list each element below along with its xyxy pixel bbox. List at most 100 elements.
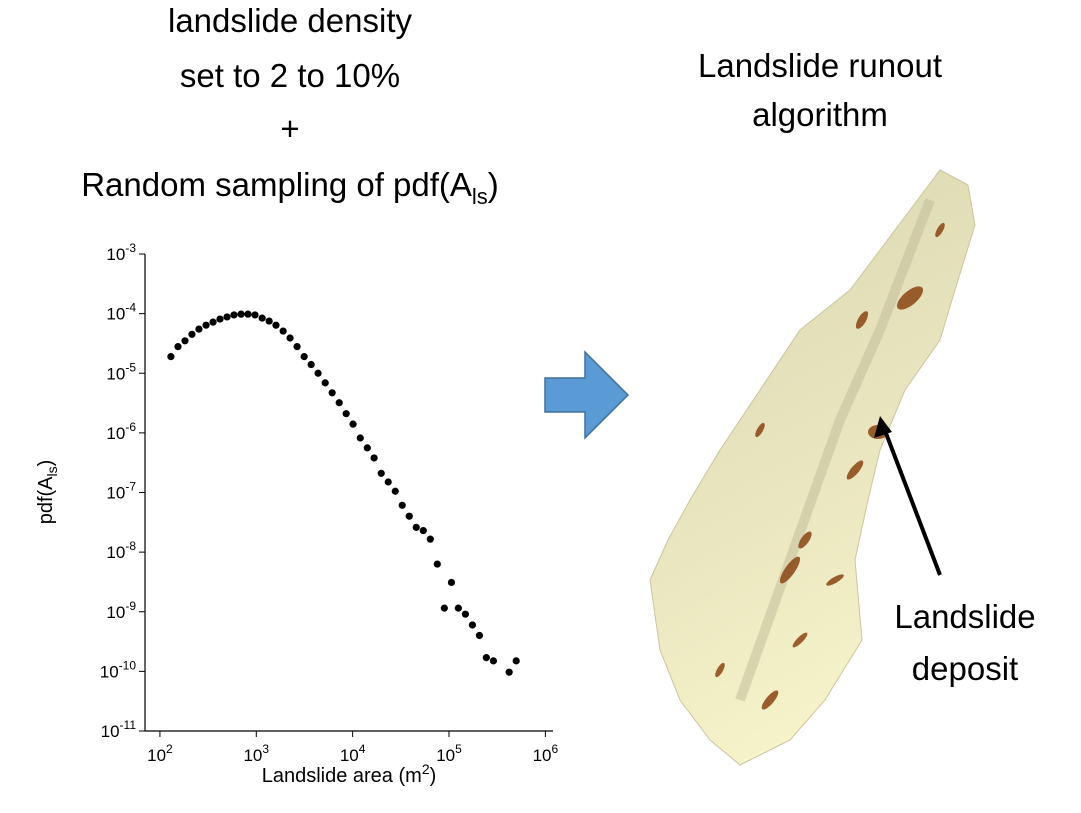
point bbox=[216, 315, 224, 323]
point bbox=[293, 342, 301, 351]
x-tick-label: 104 bbox=[340, 742, 366, 765]
point bbox=[223, 313, 231, 321]
tick-base: 10 bbox=[147, 746, 166, 765]
point bbox=[398, 501, 406, 509]
point bbox=[181, 337, 189, 345]
point bbox=[314, 369, 322, 377]
tick-exp: -9 bbox=[125, 599, 136, 613]
point bbox=[489, 657, 498, 665]
point bbox=[335, 399, 343, 407]
point bbox=[202, 321, 210, 329]
point bbox=[505, 668, 513, 676]
valley bbox=[735, 198, 935, 702]
point bbox=[167, 353, 175, 361]
y-tick-label: 10-9 bbox=[106, 599, 136, 622]
point bbox=[307, 360, 315, 369]
point bbox=[447, 578, 456, 587]
point bbox=[258, 314, 266, 322]
point bbox=[237, 310, 245, 318]
tick-exp: -5 bbox=[125, 360, 136, 374]
point bbox=[391, 487, 399, 495]
label-sup: 2 bbox=[422, 761, 430, 777]
tick-exp: -8 bbox=[125, 539, 136, 553]
tick-base: 10 bbox=[106, 424, 125, 443]
point bbox=[468, 621, 477, 629]
point bbox=[265, 317, 273, 325]
y-tick-label: 10-3 bbox=[106, 241, 136, 264]
tick-exp: -3 bbox=[125, 241, 136, 255]
point bbox=[405, 512, 413, 520]
tick-base: 10 bbox=[101, 722, 120, 741]
tick-exp: -11 bbox=[120, 718, 137, 732]
tick-exp: -7 bbox=[125, 480, 136, 494]
title-sub: ls bbox=[472, 184, 488, 209]
x-tick-label: 102 bbox=[147, 742, 173, 765]
plot: 10-1110-1010-910-810-710-610-510-410-310… bbox=[35, 241, 558, 787]
tick-exp: 5 bbox=[455, 742, 462, 756]
point bbox=[209, 318, 217, 326]
tick-exp: -4 bbox=[125, 301, 136, 315]
point bbox=[251, 311, 259, 319]
point bbox=[363, 444, 371, 452]
point bbox=[419, 526, 427, 535]
point bbox=[286, 334, 294, 342]
point bbox=[230, 311, 238, 319]
tick-base: 10 bbox=[106, 245, 125, 264]
point bbox=[461, 610, 470, 618]
point bbox=[440, 604, 448, 612]
tick-exp: -10 bbox=[119, 658, 137, 672]
point bbox=[272, 321, 280, 329]
point bbox=[244, 310, 252, 318]
y-axis-label: pdf(Als) bbox=[35, 460, 60, 525]
tick-base: 10 bbox=[243, 746, 262, 765]
annotation: deposit bbox=[912, 650, 1018, 687]
tick-base: 10 bbox=[106, 543, 125, 562]
point bbox=[377, 469, 385, 477]
x-axis-label: Landslide area (m2) bbox=[262, 761, 437, 787]
y-tick-label: 10-7 bbox=[106, 480, 136, 503]
point bbox=[475, 631, 484, 640]
y-tick-label: 10-4 bbox=[106, 301, 136, 324]
annotation: Landslide bbox=[894, 598, 1035, 635]
title-line: set to 2 to 10% bbox=[180, 57, 400, 94]
title-text: Random sampling of pdf(A bbox=[81, 166, 472, 203]
x-tick-label: 103 bbox=[243, 742, 269, 765]
point bbox=[512, 657, 520, 665]
point bbox=[454, 604, 462, 612]
y-tick-label: 10-5 bbox=[106, 360, 136, 383]
tick-base: 10 bbox=[100, 662, 119, 681]
label-text: pdf(A bbox=[35, 476, 57, 524]
tick-exp: 4 bbox=[359, 742, 366, 756]
right-title: algorithm bbox=[752, 96, 888, 133]
label-tail: ) bbox=[430, 765, 437, 787]
catchment bbox=[649, 169, 976, 766]
point bbox=[482, 654, 490, 662]
point bbox=[412, 523, 420, 531]
point bbox=[426, 535, 434, 543]
point bbox=[328, 389, 336, 397]
tick-exp: -6 bbox=[125, 420, 136, 434]
map bbox=[649, 169, 976, 766]
y-tick-label: 10-10 bbox=[100, 658, 137, 681]
point bbox=[279, 327, 287, 335]
point bbox=[342, 410, 350, 418]
tick-exp: 2 bbox=[166, 742, 173, 756]
pointer-arrow bbox=[882, 427, 942, 576]
point bbox=[433, 560, 441, 568]
point bbox=[384, 478, 392, 486]
deposits bbox=[715, 222, 945, 710]
x-tick-label: 105 bbox=[436, 742, 462, 765]
y-tick-label: 10-6 bbox=[106, 420, 136, 443]
point bbox=[300, 353, 308, 361]
label-text: Landslide area (m bbox=[262, 765, 422, 787]
tick-base: 10 bbox=[436, 746, 455, 765]
title-tail: ) bbox=[488, 166, 499, 203]
title-line: + bbox=[280, 110, 299, 147]
tick-exp: 6 bbox=[551, 742, 558, 756]
point bbox=[321, 379, 329, 387]
tick-exp: 3 bbox=[262, 742, 269, 756]
point bbox=[370, 454, 378, 462]
point bbox=[174, 342, 182, 351]
title-line: landslide density bbox=[168, 2, 412, 39]
